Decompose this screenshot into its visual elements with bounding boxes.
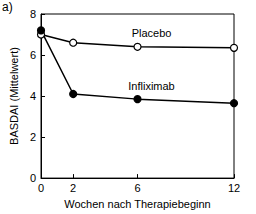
svg-text:2: 2	[70, 182, 76, 194]
svg-text:Placebo: Placebo	[132, 27, 172, 39]
svg-text:8: 8	[30, 8, 36, 20]
svg-text:Infliximab: Infliximab	[128, 80, 174, 92]
svg-text:0: 0	[30, 172, 36, 184]
svg-text:2: 2	[30, 131, 36, 143]
svg-text:0: 0	[38, 182, 44, 194]
svg-text:BASDAI (Mittelwert): BASDAI (Mittelwert)	[8, 47, 20, 145]
svg-text:4: 4	[30, 90, 36, 102]
svg-text:Wochen nach Therapiebeginn: Wochen nach Therapiebeginn	[64, 198, 210, 210]
svg-text:a): a)	[2, 0, 13, 14]
svg-text:12: 12	[228, 182, 240, 194]
svg-text:6: 6	[134, 182, 140, 194]
svg-text:6: 6	[30, 49, 36, 61]
